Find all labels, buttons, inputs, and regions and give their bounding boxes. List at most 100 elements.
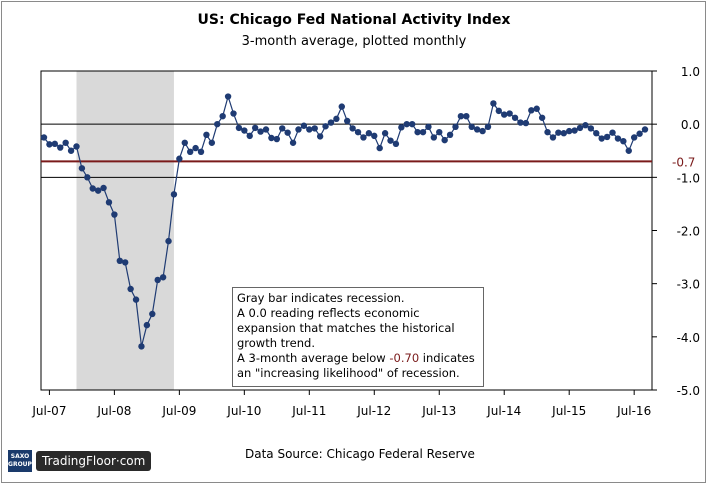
data-point [533, 105, 540, 112]
data-point [154, 276, 161, 284]
data-point [78, 165, 86, 172]
data-point [306, 126, 313, 133]
data-point [235, 124, 243, 132]
data-point [241, 127, 248, 134]
data-point [360, 134, 367, 141]
data-point [501, 111, 508, 118]
y-tick-label: 1.0 [681, 65, 700, 79]
data-point [371, 132, 378, 140]
data-point [641, 126, 649, 133]
data-point [197, 148, 205, 156]
y-tick-label: -5.0 [677, 384, 700, 398]
data-point [132, 296, 140, 303]
tradingfloor-wordmark: TradingFloor·com [36, 451, 152, 471]
data-point [614, 135, 622, 142]
data-point [528, 107, 535, 114]
threshold-label: -0.7 [672, 155, 695, 169]
data-point [40, 134, 48, 141]
data-point [111, 211, 118, 218]
data-point [381, 130, 389, 137]
data-point [122, 259, 129, 266]
y-tick-label: -1.0 [677, 171, 700, 185]
data-point [565, 127, 573, 135]
data-point [84, 174, 91, 181]
x-tick-label: Jul-08 [96, 404, 131, 418]
data-point [94, 187, 102, 194]
data-point [57, 144, 64, 151]
annotation-box: Gray bar indicates recession. A 0.0 read… [232, 287, 484, 387]
data-point [67, 147, 75, 154]
data-point [636, 130, 643, 137]
data-point [295, 126, 302, 133]
note-line-3: expansion that matches the historical [237, 321, 455, 335]
y-tick-label: 0.0 [681, 118, 700, 132]
note-line-4: growth trend. [237, 336, 315, 350]
data-point [105, 199, 113, 206]
y-tick-label: -2.0 [677, 225, 700, 239]
data-point [630, 134, 638, 141]
x-tick-label: Jul-12 [356, 404, 391, 418]
y-tick-label: -4.0 [677, 331, 700, 345]
data-point [598, 135, 605, 142]
series-line [43, 94, 646, 347]
note-line-2: A 0.0 reading reflects economic [237, 306, 420, 320]
data-point [452, 123, 459, 131]
data-point [181, 139, 188, 146]
data-point [571, 127, 578, 134]
x-tick-label: Jul-07 [31, 404, 66, 418]
data-point [224, 93, 232, 100]
data-point [349, 125, 356, 132]
data-point [208, 139, 216, 146]
data-point [490, 100, 497, 107]
data-point [576, 124, 584, 132]
data-point [289, 139, 297, 146]
data-point [408, 120, 416, 128]
data-point [479, 127, 486, 135]
x-tick-label: Jul-10 [226, 404, 261, 418]
data-point [214, 120, 221, 128]
data-point [468, 123, 475, 131]
data-point [46, 141, 53, 148]
data-point [495, 107, 503, 115]
data-point [376, 144, 383, 152]
data-point [425, 123, 432, 131]
tradingfloor-logo[interactable]: SAXO GROUP TradingFloor·com [8, 450, 152, 472]
data-point [300, 122, 308, 129]
note-line-5-post: indicates [419, 351, 475, 365]
data-point [398, 124, 405, 131]
x-tick-label: Jul-16 [616, 404, 651, 418]
data-point [100, 184, 107, 192]
data-point [327, 119, 335, 126]
data-point [419, 128, 427, 136]
data-point [609, 129, 616, 136]
data-point [338, 103, 345, 110]
data-point [246, 132, 253, 140]
data-point [322, 123, 329, 130]
data-point [116, 257, 124, 265]
chart-title: US: Chicago Fed National Activity Index [197, 12, 511, 28]
data-point [506, 110, 513, 117]
x-tick-label: Jul-11 [291, 404, 326, 418]
data-point [203, 131, 210, 138]
data-point [549, 134, 557, 141]
data-point [143, 321, 151, 329]
data-point [436, 128, 443, 136]
data-point [446, 131, 454, 138]
data-point [620, 137, 627, 145]
data-point [127, 285, 134, 293]
data-point [414, 128, 421, 136]
data-point [73, 143, 80, 150]
note-line-6: an "increasing likelihood" of recession. [237, 366, 460, 380]
data-point [473, 126, 481, 133]
data-point [62, 139, 69, 146]
data-point [441, 136, 448, 144]
data-point [51, 140, 59, 148]
data-point [176, 155, 183, 162]
data-point [587, 125, 595, 132]
data-point [316, 133, 324, 140]
data-point [544, 128, 551, 136]
data-point [138, 343, 145, 350]
saxo-logo-icon: SAXO GROUP [8, 450, 32, 472]
note-line-1: Gray bar indicates recession. [237, 291, 405, 305]
